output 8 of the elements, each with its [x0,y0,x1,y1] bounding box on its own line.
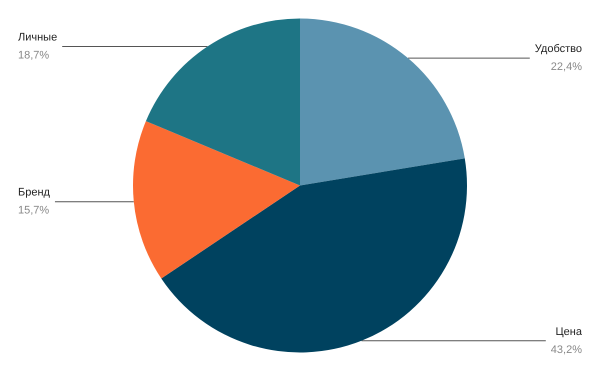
data-label: 15,7% [18,204,50,217]
data-label: 43,2% [550,344,582,356]
data-label: 18,7% [18,50,50,62]
slice-label: Бренд [18,186,51,199]
slice-label: Удобство [534,43,582,56]
data-label: 22,4% [550,61,582,74]
slice-label: Цена [556,326,583,338]
slice-label: Личные [18,32,58,44]
